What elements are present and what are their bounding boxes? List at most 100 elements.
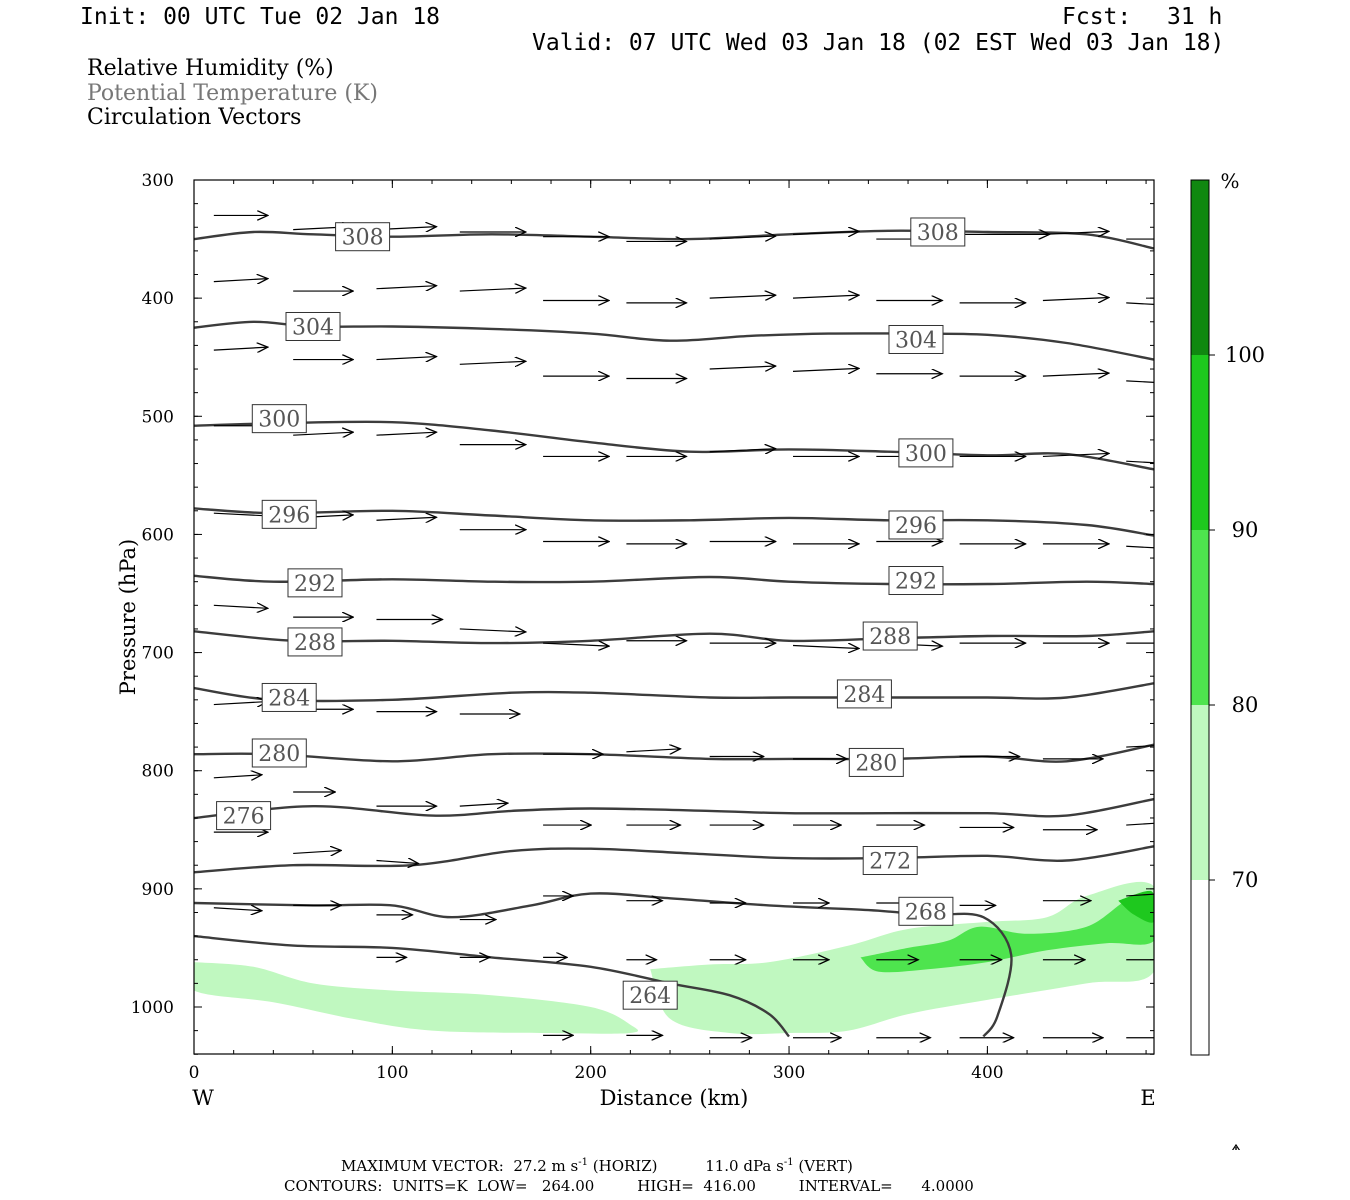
theta-label: 300 [258, 408, 300, 433]
colorbar-segment [1191, 180, 1209, 355]
theta-label: 300 [905, 442, 947, 467]
theta-label: 272 [869, 850, 911, 875]
x-tick-label: 400 [971, 1063, 1003, 1083]
colorbar-tick-label: 80 [1232, 693, 1259, 717]
colorbar-unit: % [1220, 169, 1239, 193]
west-label: W [192, 1086, 214, 1110]
theta-label-box [251, 738, 307, 768]
theta-label-box [261, 682, 317, 712]
theta-label: 304 [895, 328, 937, 353]
x-tick-label: 300 [773, 1063, 805, 1083]
circulation-vector [1042, 231, 1109, 234]
circulation-vector [459, 629, 526, 632]
circulation-vector [376, 517, 436, 520]
theta-label-box [888, 510, 944, 540]
theta-label: 308 [917, 221, 959, 246]
max-vector-horiz: 27.2 m s [513, 1157, 579, 1175]
colorbar-segment [1191, 355, 1209, 530]
circulation-vector [1126, 460, 1154, 464]
theta-label: 296 [268, 503, 310, 528]
forecast-label: Fcst: [1062, 4, 1132, 30]
east-label: E [1140, 1086, 1155, 1110]
theta-label: 284 [268, 686, 310, 711]
theta-contour [194, 682, 1154, 703]
circulation-vector [213, 775, 262, 778]
y-tick-label: 900 [142, 880, 174, 900]
theta-label: 268 [905, 900, 947, 925]
field-vectors-label: Circulation Vectors [87, 105, 302, 130]
max-vector-line: MAXIMUM VECTOR: 27.2 m s-1 (HORIZ) 11.0 … [341, 1157, 853, 1175]
horiz-tag: (HORIZ) [592, 1157, 658, 1175]
x-axis-label: Distance (km) [600, 1086, 749, 1110]
max-vector-vert: 11.0 dPa s [705, 1157, 784, 1175]
circulation-vector [293, 850, 341, 853]
theta-label: 280 [855, 751, 897, 776]
circulation-vector [376, 357, 436, 360]
circulation-vector [792, 368, 859, 371]
x-tick-label: 200 [574, 1063, 606, 1083]
theta-label-box [261, 499, 317, 529]
colorbar-segment [1191, 880, 1209, 1055]
colorbar-frame [1190, 179, 1210, 1056]
theta-label-box [888, 566, 944, 596]
circulation-vector [376, 861, 418, 864]
max-vector-horiz-exponent: -1 [578, 1157, 588, 1168]
rh-region [1118, 890, 1154, 923]
vector-layer [213, 215, 1154, 1037]
circulation-vector [709, 449, 776, 452]
circulation-vector [376, 286, 436, 289]
rh-fill-layer [194, 882, 1154, 1035]
theta-label-box [287, 627, 343, 657]
circulation-vector [709, 366, 776, 369]
circulation-vector [543, 643, 609, 646]
circulation-vector [293, 432, 353, 435]
y-tick-label: 500 [142, 407, 174, 427]
theta-contour [194, 574, 1154, 586]
circulation-vector [213, 605, 268, 608]
circulation-vector [213, 279, 268, 282]
circulation-vector [376, 432, 436, 435]
theta-label: 288 [294, 631, 336, 656]
circulation-vector [1126, 745, 1154, 748]
circulation-vector [792, 295, 859, 298]
circulation-vector [1126, 822, 1154, 826]
circulation-vector [1042, 373, 1109, 376]
theta-contour [194, 934, 790, 1038]
theta-label: 292 [895, 570, 937, 595]
circulation-vector [1126, 380, 1154, 383]
rh-region [860, 892, 1154, 973]
rh-region [194, 962, 638, 1034]
circulation-vector [709, 295, 776, 298]
circulation-vector [792, 231, 859, 234]
colorbar-tick-label: 70 [1232, 868, 1259, 892]
theta-label: 304 [292, 315, 334, 340]
valid-time: Valid: 07 UTC Wed 03 Jan 18 (02 EST Wed … [532, 30, 1225, 56]
theta-label-box [862, 621, 918, 651]
circulation-vector [709, 236, 776, 239]
theta-label-box [622, 980, 678, 1010]
theta-contour-layer [194, 229, 1154, 1038]
theta-label-box [898, 896, 954, 926]
y-tick-label: 1000 [131, 998, 174, 1018]
theta-label: 284 [843, 683, 885, 708]
theta-label-box [216, 801, 272, 831]
field-rh-label: Relative Humidity (%) [87, 56, 334, 81]
y-tick-label: 600 [142, 525, 174, 545]
theta-label-box [862, 846, 918, 876]
y-tick-label: 700 [142, 644, 174, 664]
circulation-vector [1126, 302, 1154, 306]
theta-label-layer: 308 308 304 304 300 300 296 296 292 292 288 288 284 2… [216, 217, 966, 1010]
circulation-vector [213, 347, 268, 350]
theta-contour [194, 507, 1154, 537]
circulation-vector [213, 702, 268, 705]
circulation-vector [459, 361, 526, 364]
field-theta-label: Potential Temperature (K) [87, 81, 378, 106]
theta-label: 288 [869, 625, 911, 650]
x-tick-label: 0 [189, 1063, 200, 1083]
theta-contour [194, 892, 1013, 1038]
x-tick-label: 100 [376, 1063, 408, 1083]
colorbar: 100 90 80 70 [1190, 179, 1265, 1056]
theta-contour [194, 229, 1154, 250]
theta-label-box [335, 222, 391, 252]
theta-label: 276 [223, 805, 265, 830]
